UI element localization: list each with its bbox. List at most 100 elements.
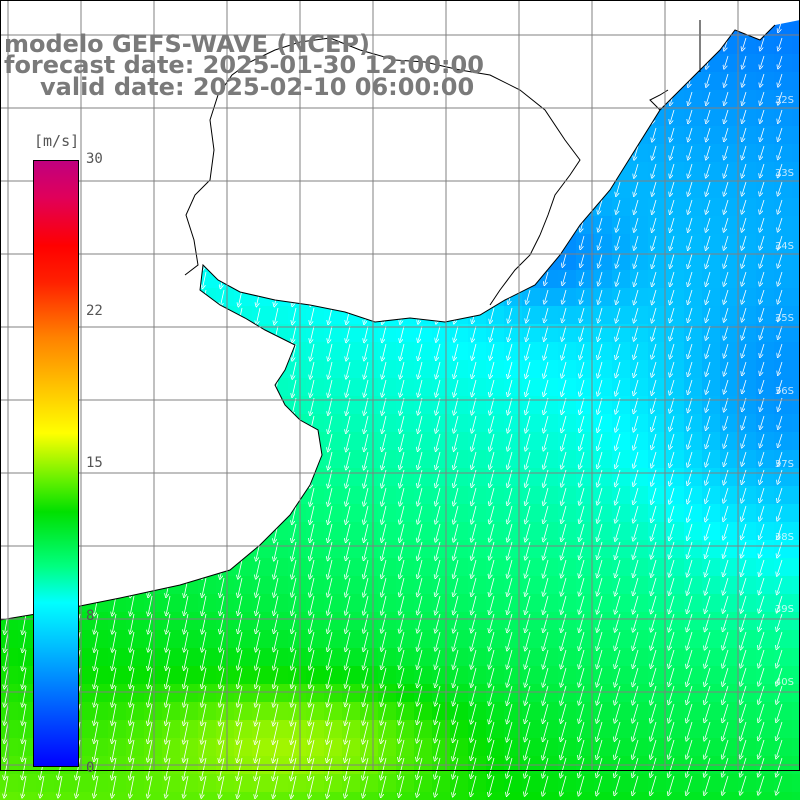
- wind-arrow: [760, 145, 765, 158]
- field-cell: [702, 414, 721, 433]
- wind-arrow: [670, 109, 675, 122]
- wind-arrow: [670, 325, 675, 339]
- wind-arrow: [724, 433, 729, 447]
- wind-arrow: [310, 379, 315, 396]
- field-cell: [432, 648, 451, 667]
- field-cell: [450, 702, 469, 721]
- wind-arrow: [490, 343, 495, 358]
- field-cell: [648, 414, 667, 433]
- field-cell: [774, 288, 793, 307]
- wind-arrow: [670, 415, 675, 429]
- field-cell: [648, 180, 667, 199]
- field-cell: [288, 702, 307, 721]
- wind-arrow: [203, 271, 207, 287]
- field-cell: [612, 702, 631, 721]
- wind-arrow: [346, 325, 351, 341]
- lat-label: 36S: [774, 386, 794, 397]
- wind-arrow: [472, 343, 477, 359]
- wind-arrow: [688, 379, 693, 393]
- field-cell: [720, 414, 739, 433]
- field-cell: [468, 432, 487, 451]
- wind-arrow: [724, 325, 729, 338]
- field-cell: [378, 702, 397, 721]
- field-cell: [720, 180, 739, 199]
- wind-arrow: [490, 433, 495, 449]
- wind-arrow: [346, 379, 351, 395]
- field-cell: [324, 486, 343, 505]
- wind-arrow: [742, 379, 747, 392]
- wind-arrow: [760, 433, 765, 446]
- field-cell: [756, 792, 775, 800]
- field-cell: [486, 684, 505, 703]
- wind-arrow: [760, 379, 765, 392]
- field-cell: [630, 630, 649, 649]
- wind-arrow: [616, 307, 621, 321]
- field-cell: [396, 360, 415, 379]
- field-cell: [702, 612, 721, 631]
- field-cell: [396, 540, 415, 559]
- field-cell: [216, 630, 235, 649]
- field-cell: [702, 522, 721, 541]
- wind-arrow: [724, 235, 729, 249]
- wind-arrow: [652, 325, 657, 339]
- wind-arrow: [742, 91, 747, 104]
- field-cell: [666, 630, 685, 649]
- field-cell: [594, 774, 613, 793]
- field-cell: [702, 360, 721, 379]
- field-cell: [396, 702, 415, 721]
- field-cell: [738, 144, 757, 163]
- field-cell: [648, 702, 667, 721]
- field-cell: [504, 396, 523, 415]
- field-cell: [630, 396, 649, 415]
- field-cell: [720, 720, 739, 739]
- wind-arrow: [652, 289, 657, 303]
- wind-arrow: [382, 523, 387, 541]
- field-cell: [702, 594, 721, 613]
- field-cell: [0, 666, 19, 685]
- field-cell: [414, 540, 433, 559]
- field-cell: [468, 396, 487, 415]
- field-cell: [684, 180, 703, 199]
- field-cell: [702, 486, 721, 505]
- field-cell: [504, 792, 523, 800]
- field-cell: [774, 702, 793, 721]
- field-cell: [198, 630, 217, 649]
- wind-arrow: [454, 487, 459, 504]
- wind-arrow: [580, 505, 585, 522]
- field-cell: [432, 558, 451, 577]
- field-cell: [648, 126, 667, 145]
- field-cell: [306, 684, 325, 703]
- field-cell: [612, 198, 631, 217]
- wind-arrow: [760, 289, 765, 302]
- wind-arrow: [598, 415, 603, 431]
- wind-arrow: [760, 127, 765, 140]
- wind-arrow: [598, 487, 603, 503]
- valid-date: valid date: 2025-02-10 06:00:00: [40, 73, 475, 101]
- wind-arrow: [778, 109, 783, 122]
- wind-arrow: [472, 523, 477, 540]
- wind-arrow: [400, 343, 405, 359]
- wind-arrow: [742, 235, 747, 248]
- field-cell: [108, 738, 127, 757]
- field-cell: [396, 612, 415, 631]
- field-cell: [648, 666, 667, 685]
- wind-arrow: [616, 271, 621, 284]
- wind-arrow: [562, 343, 567, 358]
- field-cell: [774, 432, 793, 451]
- wind-arrow: [400, 325, 405, 341]
- wind-arrow: [526, 379, 531, 395]
- wind-arrow: [418, 325, 423, 341]
- field-cell: [594, 666, 613, 685]
- wind-arrow: [688, 271, 693, 285]
- field-cell: [180, 648, 199, 667]
- field-cell: [36, 792, 55, 800]
- field-cell: [252, 630, 271, 649]
- wind-arrow: [688, 289, 693, 303]
- wind-arrow: [508, 325, 513, 340]
- field-cell: [666, 270, 685, 289]
- field-cell: [720, 162, 739, 181]
- field-cell: [468, 666, 487, 685]
- field-cell: [522, 612, 541, 631]
- field-cell: [126, 666, 145, 685]
- wind-arrow: [275, 307, 279, 323]
